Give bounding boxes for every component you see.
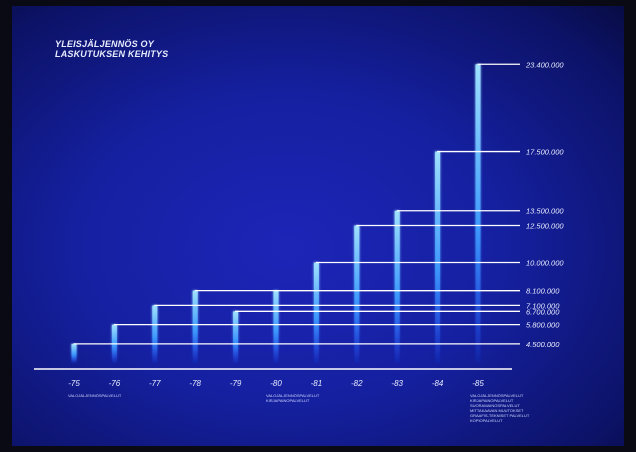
chart-title: YLEISJÄLJENNÖS OY LASKUTUKSEN KEHITYS xyxy=(55,39,168,59)
title-line-2: LASKUTUKSEN KEHITYS xyxy=(55,49,169,59)
note-80-line-2: KIRJAPAINOPALVELUT xyxy=(266,398,310,403)
bar-83 xyxy=(394,210,400,363)
tick-label-81: -81 xyxy=(311,379,323,388)
bar-80 xyxy=(273,290,279,363)
bar-77 xyxy=(152,305,158,363)
note-75-line-1: VALOJÄLJENNÖSPALVELUT xyxy=(68,393,122,398)
note-80-line-1: VALOJÄLJENNÖSPALVELUT xyxy=(266,393,320,398)
note-85-line-5: GRAAFIS-TEKNISET PALVELUT xyxy=(470,413,530,418)
note-85-line-6: KOPIOPALVELUT xyxy=(470,418,503,423)
tick-label-78: -78 xyxy=(189,379,201,388)
tick-label-79: -79 xyxy=(230,379,242,388)
value-label-8100000: 8.100.000 xyxy=(526,287,560,296)
tick-label-85: -85 xyxy=(472,379,484,388)
tick-label-77: -77 xyxy=(149,379,161,388)
tick-label-75: -75 xyxy=(68,379,80,388)
note-80: VALOJÄLJENNÖSPALVELUT KIRJAPAINOPALVELUT xyxy=(266,393,319,403)
bar-82 xyxy=(354,225,360,363)
tick-label-80: -80 xyxy=(270,379,282,388)
bar-78 xyxy=(192,290,198,363)
value-label-13500000: 13.500.000 xyxy=(526,207,564,216)
value-label-5800000: 5.800.000 xyxy=(526,321,560,330)
note-85: VALOJÄLJENNÖSPALVELUT KIRJAPAINOPALVELUT… xyxy=(470,393,529,423)
note-85-line-2: KIRJAPAINOPALVELUT xyxy=(470,398,514,403)
bar-81 xyxy=(313,262,319,363)
slide-frame: YLEISJÄLJENNÖS OY LASKUTUKSEN KEHITYS 4.… xyxy=(12,6,624,446)
bar-84 xyxy=(435,151,441,363)
value-label-12500000: 12.500.000 xyxy=(526,222,564,231)
note-85-line-4: MITTAKAAVAN MUUTOKSET xyxy=(470,408,524,413)
value-label-4500000: 4.500.000 xyxy=(526,340,560,349)
bar-75 xyxy=(71,343,77,363)
tick-label-84: -84 xyxy=(432,379,444,388)
tick-label-83: -83 xyxy=(391,379,403,388)
value-label-7100000: 7.100.000 xyxy=(526,301,560,310)
tick-label-82: -82 xyxy=(351,379,363,388)
title-line-1: YLEISJÄLJENNÖS OY xyxy=(55,39,154,49)
note-85-line-3: SUORAMAINOSPALVELUT xyxy=(470,403,520,408)
value-label-10000000: 10.000.000 xyxy=(526,258,564,267)
bar-79 xyxy=(233,311,239,363)
value-label-23400000: 23.400.000 xyxy=(525,60,564,69)
bar-85 xyxy=(475,64,481,364)
note-85-line-1: VALOJÄLJENNÖSPALVELUT xyxy=(470,393,524,398)
note-75: VALOJÄLJENNÖSPALVELUT xyxy=(68,393,121,398)
value-label-17500000: 17.500.000 xyxy=(526,148,564,157)
value-label-6700000: 6.700.000 xyxy=(526,307,560,316)
tick-label-76: -76 xyxy=(109,379,121,388)
chart: 4.500.000 5.800.000 7.100.000 8.100.000 6.70… xyxy=(34,60,564,388)
